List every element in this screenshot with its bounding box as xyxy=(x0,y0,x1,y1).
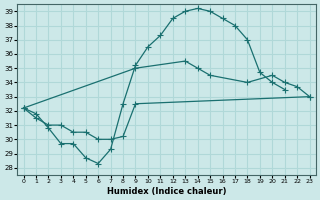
X-axis label: Humidex (Indice chaleur): Humidex (Indice chaleur) xyxy=(107,187,226,196)
